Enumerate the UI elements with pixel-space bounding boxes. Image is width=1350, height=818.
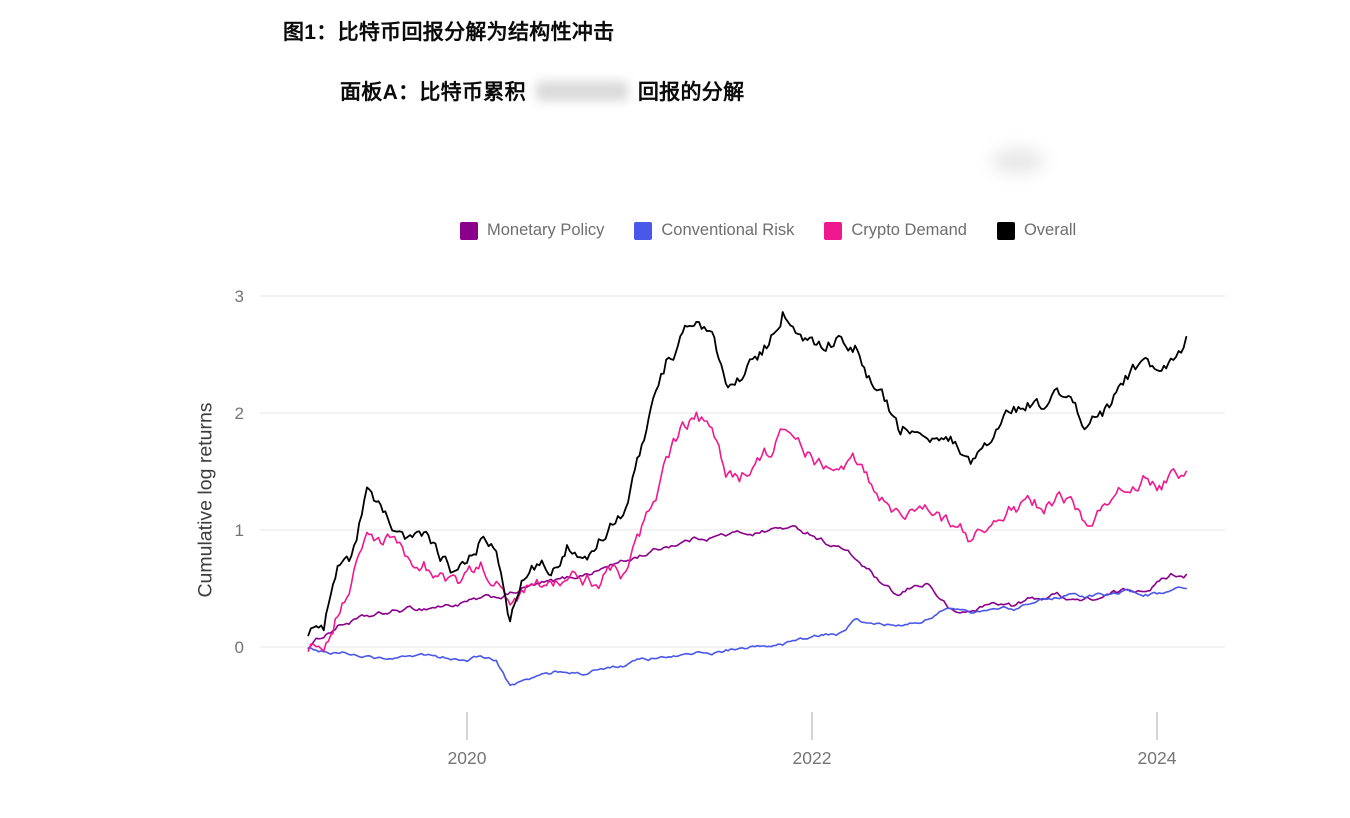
y-tick-label: 1 [235, 521, 244, 540]
x-tick-label: 2022 [793, 748, 832, 768]
legend-label-conventional-risk: Conventional Risk [661, 221, 795, 239]
series-line-monetary-policy [307, 524, 1188, 650]
series-line-conventional-risk [307, 586, 1188, 687]
legend-swatch-overall [996, 221, 1015, 240]
legend-swatch-conventional-risk [634, 221, 653, 240]
legend-label-monetary-policy: Monetary Policy [487, 221, 605, 239]
legend-label-overall: Overall [1023, 221, 1077, 239]
watermark-smudge [992, 148, 1044, 174]
legend-swatch-crypto-demand [824, 221, 843, 240]
legend-item-crypto-demand: Crypto Demand [824, 221, 967, 240]
y-tick-label: 3 [235, 287, 244, 306]
legend-item-conventional-risk: Conventional Risk [634, 221, 794, 240]
legend-label-crypto-demand: Crypto Demand [851, 221, 967, 239]
y-tick-label: 2 [235, 404, 244, 423]
panel-title-suffix: 回报的分解 [637, 81, 745, 104]
chart-legend: Monetary Policy Conventional Risk Crypto D… [460, 221, 1076, 240]
x-tick-label: 2024 [1138, 748, 1177, 768]
y-axis-title: Cumulative log returns [194, 402, 217, 598]
series-line-overall [307, 311, 1188, 637]
series-line-crypto-demand [307, 411, 1188, 652]
figure-title: 图1：比特币回报分解为结构性冲击 [283, 21, 615, 44]
legend-item-monetary-policy: Monetary Policy [460, 221, 604, 240]
legend-swatch-monetary-policy [460, 221, 478, 240]
x-tick-label: 2020 [448, 748, 487, 768]
legend-item-overall: Overall [996, 221, 1077, 240]
panel-title-prefix: 面板A：比特币累积 [340, 81, 526, 104]
panel-title: 面板A：比特币累积 回报的分解 [340, 76, 744, 106]
redacted-text [535, 81, 628, 101]
y-tick-label: 0 [235, 638, 244, 657]
